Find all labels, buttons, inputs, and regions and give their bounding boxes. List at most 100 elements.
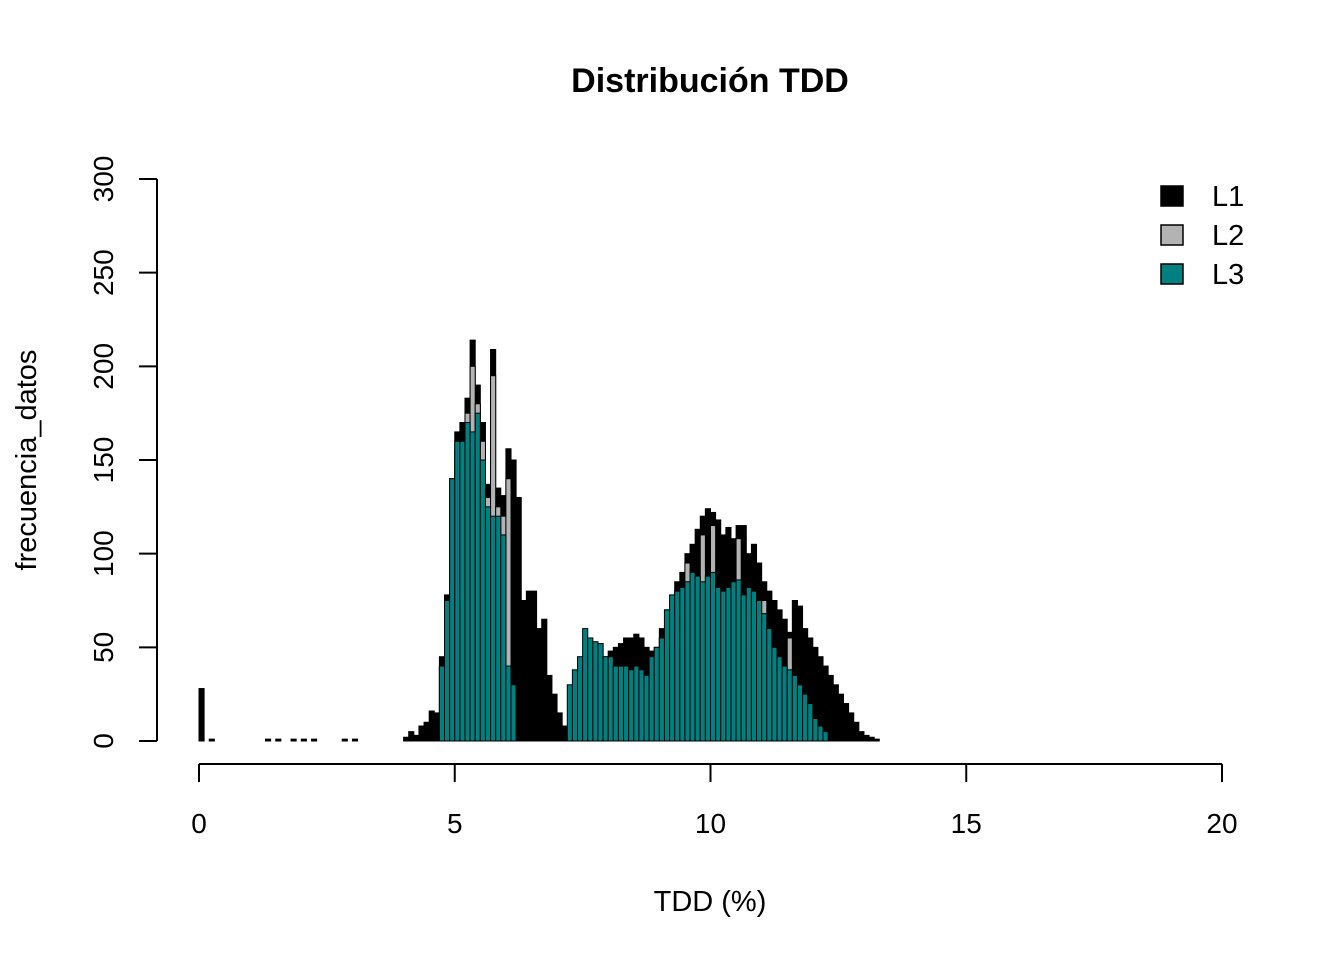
- bar-l3-7: [474, 412, 481, 742]
- x-axis: 0 5 10 15 20: [191, 763, 1238, 839]
- bar-l3-1: [444, 600, 451, 742]
- bar-l1-37: [546, 674, 553, 742]
- bar-l1-97: [853, 721, 860, 742]
- bar-l1-36: [541, 618, 548, 742]
- bar-l3-55: [771, 646, 778, 742]
- bar-l3-11: [495, 515, 502, 742]
- bar-l3-51: [750, 590, 758, 742]
- bar-l3-35: [669, 594, 676, 742]
- bar-l1-4: [290, 738, 297, 742]
- bar-l3-4: [459, 440, 466, 742]
- bar-l3-6: [469, 431, 476, 742]
- bar-l1-92: [827, 674, 834, 742]
- bar-l1-34: [530, 590, 538, 742]
- bar-l3-61: [802, 693, 809, 742]
- bar-l1-12: [418, 725, 425, 742]
- bar-l3-12: [500, 534, 507, 742]
- bar-l3-60: [796, 684, 804, 742]
- legend-label-l1: L1: [1212, 181, 1244, 213]
- bar-l3-29: [638, 669, 645, 742]
- bar-l3-33: [658, 637, 665, 742]
- bar-l1-99: [863, 734, 870, 742]
- bar-l3-45: [720, 590, 727, 742]
- bar-l3-8: [479, 459, 486, 742]
- bar-l3-26: [623, 665, 630, 742]
- bar-l3-39: [689, 571, 696, 742]
- y-tick-label: 250: [88, 249, 119, 296]
- bar-l3-24: [612, 665, 619, 742]
- x-tick-label: 5: [447, 808, 463, 839]
- bar-l3-9: [484, 506, 492, 742]
- bar-l3-38: [684, 581, 691, 742]
- bar-l3-52: [756, 600, 763, 742]
- bar-l3-34: [663, 609, 671, 742]
- bar-l1-1: [208, 738, 215, 742]
- bar-l1-11: [413, 734, 420, 742]
- bar-l1-0: [198, 688, 205, 742]
- bar-l3-36: [674, 590, 681, 742]
- bar-l3-42: [704, 575, 712, 742]
- x-tick-label: 10: [695, 808, 726, 839]
- bar-l1-8: [351, 738, 359, 742]
- bar-l3-49: [740, 594, 747, 742]
- bar-l1-38: [551, 693, 558, 742]
- bar-l1-2: [265, 738, 272, 742]
- bar-l3-56: [776, 656, 783, 742]
- bar-l1-96: [848, 712, 855, 742]
- bar-l3-44: [715, 586, 722, 742]
- bar-l3-62: [807, 703, 814, 742]
- bar-l1-35: [536, 628, 543, 742]
- chart-title: Distribución TDD: [571, 62, 849, 100]
- bar-l1-5: [300, 738, 307, 742]
- bar-l1-40: [561, 725, 568, 742]
- bar-l3-2: [449, 478, 456, 742]
- y-axis: 0 50 100 150 200 250 300: [88, 156, 158, 749]
- bar-l3-28: [633, 665, 640, 742]
- bar-l3-17: [577, 656, 584, 742]
- bar-l1-15: [433, 712, 440, 742]
- bar-l3-59: [791, 674, 798, 742]
- y-tick-label: 0: [88, 733, 119, 749]
- bar-l3-27: [628, 669, 635, 742]
- legend: L1 L2 L3: [1160, 181, 1244, 291]
- bar-l1-101: [873, 738, 880, 742]
- bar-l1-98: [858, 731, 865, 742]
- bar-l1-6: [311, 738, 318, 742]
- bar-l3-21: [597, 643, 604, 742]
- bar-l3-47: [730, 581, 737, 742]
- bar-l3-31: [648, 656, 655, 742]
- bar-l3-13: [505, 665, 512, 742]
- bar-l3-0: [438, 665, 446, 742]
- bar-l3-32: [653, 646, 660, 742]
- bar-l1-94: [837, 693, 845, 742]
- bar-l3-25: [617, 665, 625, 742]
- bar-l3-46: [725, 586, 732, 742]
- bar-l3-64: [817, 725, 824, 742]
- bar-l1-39: [556, 712, 563, 742]
- x-tick-label: 15: [951, 808, 982, 839]
- y-tick-label: 150: [88, 437, 119, 484]
- bar-l1-14: [428, 710, 435, 742]
- bar-l1-93: [832, 684, 839, 742]
- bar-l3-10: [490, 515, 497, 742]
- bar-l1-31: [515, 496, 522, 742]
- bar-l3-57: [781, 665, 788, 742]
- bar-l3-15: [566, 684, 573, 742]
- bar-l1-7: [341, 738, 348, 742]
- bar-l3-41: [699, 581, 706, 742]
- y-tick-label: 300: [88, 156, 119, 203]
- bar-l3-19: [587, 637, 594, 742]
- bar-l3-22: [602, 656, 609, 742]
- bar-l1-95: [842, 703, 850, 742]
- bar-l3-58: [786, 669, 793, 742]
- y-axis-label: frecuencia_datos: [11, 350, 43, 571]
- y-tick-label: 50: [88, 632, 119, 663]
- bar-l3-48: [735, 579, 742, 742]
- y-tick-label: 100: [88, 530, 119, 577]
- bar-l3-37: [679, 586, 686, 742]
- x-tick-label: 20: [1206, 808, 1237, 839]
- bar-l1-91: [822, 665, 829, 742]
- x-axis-label: TDD (%): [654, 886, 767, 918]
- bar-l3-30: [643, 674, 650, 742]
